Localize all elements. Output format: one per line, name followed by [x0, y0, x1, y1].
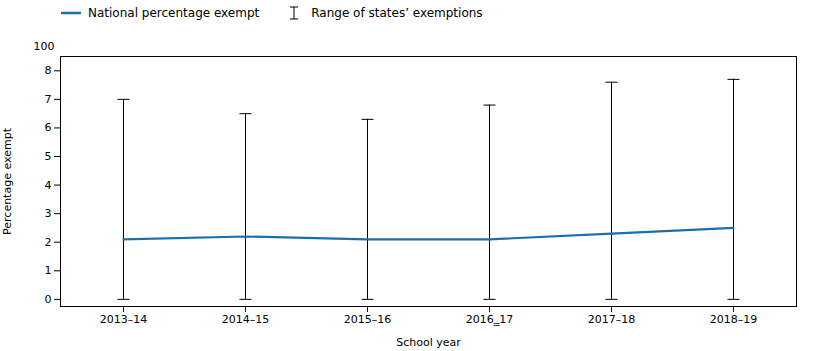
- svg-text:7: 7: [45, 93, 52, 106]
- svg-text:Percentage exempt: Percentage exempt: [1, 127, 14, 235]
- svg-text:School year: School year: [396, 336, 461, 349]
- svg-text:1: 1: [45, 264, 52, 277]
- svg-text:5: 5: [45, 150, 52, 163]
- svg-text:4: 4: [45, 179, 52, 192]
- svg-text:3: 3: [45, 207, 52, 220]
- svg-text:2016‗17: 2016‗17: [466, 313, 514, 326]
- svg-text:2: 2: [45, 236, 52, 249]
- svg-text:2013–14: 2013–14: [100, 313, 148, 326]
- svg-text:100: 100: [34, 40, 55, 53]
- svg-text:2014–15: 2014–15: [222, 313, 270, 326]
- svg-text:2015–16: 2015–16: [344, 313, 392, 326]
- html-text:Range of states’ exemptions: Range of states’ exemptions: [311, 6, 483, 20]
- svg-text:6: 6: [45, 121, 52, 134]
- svg-text:8: 8: [45, 64, 52, 77]
- html-text:National percentage exempt: National percentage exempt: [88, 6, 260, 20]
- svg-text:2017–18: 2017–18: [588, 313, 636, 326]
- svg-text:0: 0: [45, 293, 52, 306]
- svg-text:2018–19: 2018–19: [710, 313, 758, 326]
